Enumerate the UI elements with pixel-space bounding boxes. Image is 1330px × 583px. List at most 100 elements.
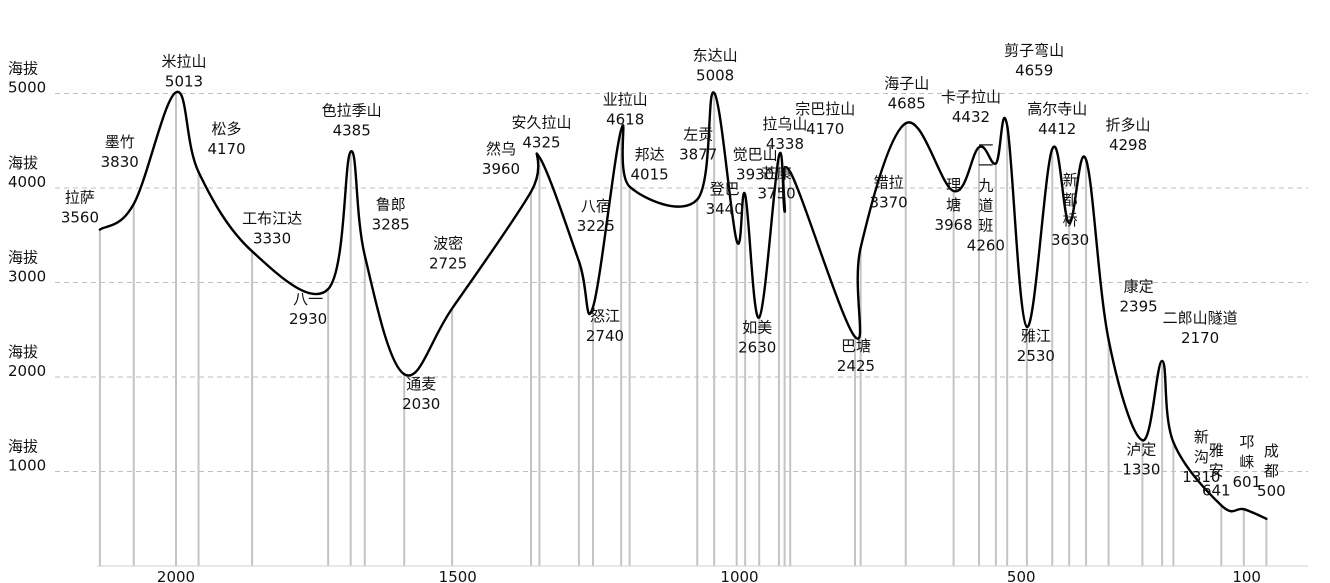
- point-label-安久拉山: 安久拉山 4325: [511, 113, 571, 151]
- y-axis-label: 海拔: [8, 60, 38, 78]
- point-value: 1330: [1122, 460, 1160, 478]
- point-value: 641: [1202, 481, 1231, 499]
- point-label-通麦: 通麦 2030: [402, 375, 440, 413]
- point-label-鲁郎: 鲁郎 3285: [372, 196, 410, 234]
- point-label-剪子弯山: 剪子弯山 4659: [1004, 42, 1064, 80]
- point-label-墨竹: 墨竹 3830: [101, 133, 139, 171]
- point-value: 3630: [1051, 231, 1089, 249]
- point-value: 4385: [333, 122, 371, 140]
- point-name: 左贡: [683, 126, 713, 144]
- point-name: 康定: [1124, 278, 1154, 296]
- y-axis-label: 海拔: [8, 154, 38, 172]
- point-name: 成都: [1264, 442, 1279, 480]
- x-tick-label: 500: [1007, 568, 1036, 583]
- point-name: 通麦: [406, 375, 436, 393]
- point-label-错拉: 错拉 3370: [870, 174, 908, 212]
- point-name: 业拉山: [603, 91, 648, 109]
- point-name: 鲁郎: [376, 196, 406, 214]
- point-name: 东达山: [693, 47, 738, 65]
- point-name: 墨竹: [105, 133, 135, 151]
- point-name: 海子山: [884, 74, 929, 92]
- y-tick-label: 2000: [8, 362, 46, 380]
- point-value: 2530: [1017, 347, 1055, 365]
- point-name: 八宿: [581, 197, 611, 215]
- point-name: 安久拉山: [511, 113, 571, 131]
- point-value: 3960: [482, 160, 520, 178]
- point-value: 3560: [61, 209, 99, 227]
- point-label-高尔寺山: 高尔寺山 4412: [1027, 100, 1087, 138]
- point-label-成都: 成都 500: [1257, 442, 1286, 500]
- point-value: 3750: [757, 185, 795, 203]
- point-label-拉乌山: 拉乌山 4338: [762, 115, 807, 153]
- point-name: 芒康: [762, 165, 792, 183]
- point-value: 3440: [706, 200, 744, 218]
- point-name: 然乌: [486, 140, 516, 158]
- point-value: 4432: [952, 108, 990, 126]
- point-value: 5013: [165, 72, 203, 90]
- point-value: 3370: [870, 194, 908, 212]
- point-name: 泸定: [1126, 440, 1156, 458]
- point-label-怒江: 怒江 2740: [586, 307, 624, 345]
- x-tick-label: 1000: [720, 568, 758, 583]
- point-value: 4412: [1038, 120, 1076, 138]
- y-axis-label: 海拔: [8, 343, 38, 361]
- point-value: 2930: [289, 310, 327, 328]
- y-tick-label: 1000: [8, 457, 46, 475]
- point-value: 4298: [1109, 136, 1147, 154]
- point-label-左贡: 左贡 3877: [679, 126, 717, 164]
- point-value: 4170: [806, 120, 844, 138]
- point-label-米拉山: 米拉山 5013: [161, 52, 206, 90]
- point-value: 601: [1233, 473, 1262, 491]
- point-label-理塘: 理塘 3968: [935, 176, 973, 234]
- point-name: 新沟: [1194, 428, 1209, 466]
- point-value: 2395: [1119, 298, 1157, 316]
- point-name: 高尔寺山: [1027, 100, 1087, 118]
- point-label-如美: 如美 2630: [738, 318, 776, 356]
- point-label-二郎山隧道: 二郎山隧道 2170: [1163, 309, 1238, 347]
- point-value: 4618: [606, 111, 644, 129]
- point-label-色拉季山: 色拉季山 4385: [322, 102, 382, 140]
- point-value: 2170: [1181, 329, 1219, 347]
- point-value: 3330: [253, 229, 291, 247]
- point-name: 拉乌山: [762, 115, 807, 133]
- point-labels: 拉萨 3560 墨竹 3830 米拉山 5013 松多 4170 工布江达 3330 八一 2930 色…: [61, 42, 1286, 500]
- point-label-邛崃: 邛崃 601: [1233, 433, 1262, 491]
- point-value: 2425: [837, 357, 875, 375]
- point-name: 雅安: [1209, 441, 1224, 479]
- point-label-东达山: 东达山 5008: [693, 47, 738, 85]
- point-value: 3968: [935, 216, 973, 234]
- point-label-登巴: 登巴 3440: [706, 180, 744, 218]
- point-name: 剪子弯山: [1004, 42, 1064, 60]
- point-name: 工布江达: [242, 209, 302, 227]
- point-label-松多: 松多 4170: [207, 120, 245, 158]
- y-axis-label: 海拔: [8, 249, 38, 267]
- y-tick-label: 4000: [8, 173, 46, 191]
- point-value: 4659: [1015, 62, 1053, 80]
- point-label-一一九道班: 一一九道班 4260: [967, 136, 1005, 254]
- point-value: 4260: [967, 236, 1005, 254]
- point-name: 拉萨: [65, 189, 95, 207]
- point-name: 波密: [433, 234, 463, 252]
- x-tick-label: 100: [1232, 568, 1261, 583]
- point-name: 松多: [212, 120, 242, 138]
- point-name: 米拉山: [161, 52, 206, 70]
- point-label-雅江: 雅江 2530: [1017, 327, 1055, 365]
- point-name: 邦达: [635, 146, 665, 164]
- y-axis-label: 海拔: [8, 438, 38, 456]
- altitude-line: [98, 91, 1268, 520]
- point-value: 2725: [429, 254, 467, 272]
- drop-lines: [98, 92, 1268, 566]
- point-value: 500: [1257, 482, 1286, 500]
- point-value: 4325: [522, 133, 560, 151]
- point-name: 如美: [742, 318, 772, 336]
- point-name: 一一九道班: [978, 136, 993, 234]
- point-name: 理塘: [946, 176, 961, 214]
- point-label-邦达: 邦达 4015: [631, 146, 669, 184]
- point-name: 宗巴拉山: [795, 100, 855, 118]
- point-label-宗巴拉山: 宗巴拉山 4170: [795, 100, 855, 138]
- x-tick-label: 2000: [157, 568, 195, 583]
- point-label-折多山: 折多山 4298: [1106, 116, 1151, 154]
- point-name: 新都桥: [1063, 171, 1078, 229]
